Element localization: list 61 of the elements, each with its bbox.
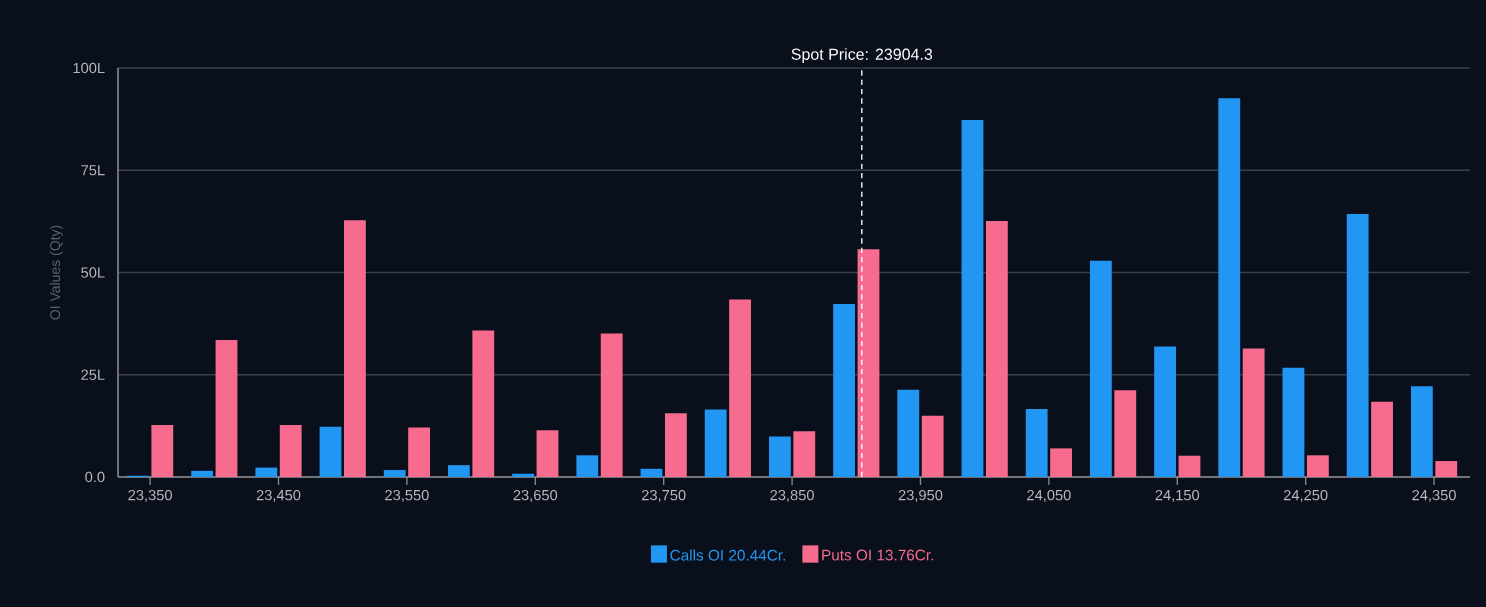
x-tick-label: 23,350 [128,489,172,503]
x-tick-label: 24,150 [1155,489,1200,503]
x-tick-label: 24,250 [1283,489,1328,503]
x-tick-label: 23,950 [898,489,943,503]
ref-line-label: Spot Price: 23904.3 [791,48,933,64]
bar [857,249,880,477]
bar [408,427,431,477]
bar [833,303,855,477]
y-axis-title: OI Values (Qty) [49,225,63,320]
bar [1178,455,1201,477]
bar [472,330,495,477]
bar [447,465,470,477]
bar [343,220,366,477]
bar [383,470,406,477]
bar [576,455,599,477]
bar [897,389,920,477]
bar [729,299,751,477]
y-tick-label: 75L [81,165,105,176]
bar [1218,98,1241,477]
bar [793,431,816,477]
bar [985,220,1008,477]
bar [1154,346,1176,477]
bar [279,425,302,477]
bar [151,425,174,477]
bar [1371,401,1393,477]
legend-label: Calls OI 20.44Cr. [670,549,785,561]
bar [704,409,727,477]
x-tick-label: 23,550 [385,489,429,503]
bar [1089,260,1112,477]
bar [536,430,559,477]
bar [215,339,238,477]
y-tick-label: 50L [81,267,105,278]
bar [921,415,944,477]
bar [1114,390,1137,477]
bar [600,333,623,477]
bar [512,473,535,477]
bar [319,426,342,477]
bar [961,119,984,477]
y-tick-label: 100L [73,62,105,74]
bar [1306,455,1329,477]
bar [191,470,214,477]
bar [1025,409,1048,477]
bar [1435,461,1458,477]
x-tick-label: 24,050 [1027,489,1071,503]
x-tick-label: 23,450 [256,489,301,503]
x-tick-label: 23,750 [641,489,686,503]
x-tick-label: 24,350 [1412,489,1456,503]
bar [1050,448,1072,477]
x-tick-label: 23,650 [513,489,558,503]
legend-label: Puts OI 13.76Cr. [822,549,933,561]
x-tick-label: 23,850 [770,489,814,503]
bar [768,436,791,477]
bar [664,413,687,477]
bar [1242,348,1265,477]
bar [640,468,663,477]
bar [255,467,278,477]
bar [1410,386,1433,477]
bar [1346,214,1369,477]
y-tick-label: 0.0 [85,471,105,483]
bar [1282,367,1305,477]
y-tick-label: 25L [81,369,105,380]
